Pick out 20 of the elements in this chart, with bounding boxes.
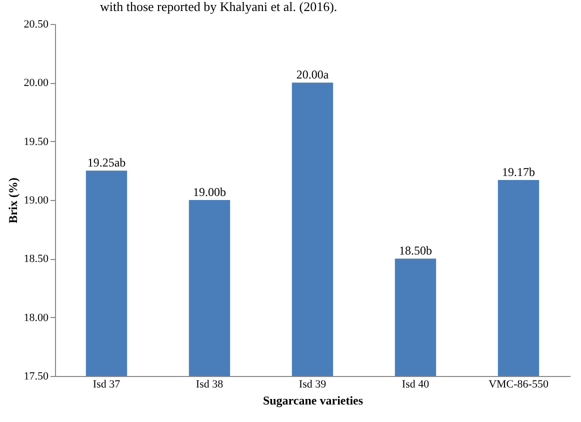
y-tick-label: 19.00 xyxy=(24,194,49,206)
text: with those reported by Khalyani et al. (2016). xyxy=(99,0,338,14)
x-tick-label: Isd 38 xyxy=(196,378,224,390)
data-label: 19.17b xyxy=(502,165,535,180)
data-label: 19.25ab xyxy=(87,156,126,170)
x-tick-label: VMC-86-550 xyxy=(488,378,549,390)
y-tick-label: 17.50 xyxy=(24,370,49,382)
y-tick-label: 18.50 xyxy=(24,253,49,266)
y-tick-label: 20.00 xyxy=(24,77,49,90)
y-tick-label: 19.50 xyxy=(24,136,49,148)
data-label: 18.50b xyxy=(399,244,432,258)
data-label: 20.00a xyxy=(296,68,330,82)
x-tick-label: Isd 37 xyxy=(92,378,121,390)
y-axis-title: Brix (%) xyxy=(6,178,20,224)
data-label: 19.00b xyxy=(193,185,226,199)
x-axis-title: Sugarcane varieties xyxy=(262,394,364,408)
y-tick-label: 18.00 xyxy=(24,312,49,324)
y-tick-label: 20.50 xyxy=(24,18,49,30)
x-tick-label: Isd 39 xyxy=(298,378,327,390)
x-tick-label: Isd 40 xyxy=(402,378,430,390)
